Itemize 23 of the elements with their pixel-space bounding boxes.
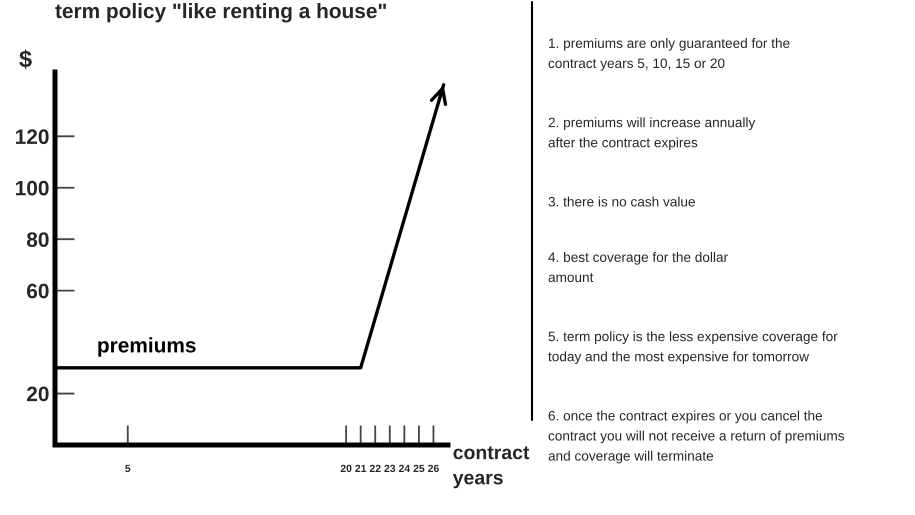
text: 3. there is no cash value: [548, 196, 695, 207]
text: 1. premiums are only guaranteed for the contract years 5, 10, 15 or 20: [548, 38, 790, 71]
text: 4. best coverage for the dollar amount: [548, 252, 728, 282]
x-tick-label: 24: [398, 464, 410, 472]
y-tick-label: 120: [16, 129, 49, 144]
x-tick-label: 5: [125, 464, 130, 472]
y-tick-label: 20: [26, 386, 49, 402]
x-tick-label: 20: [340, 464, 352, 472]
chart-title: term policy "like renting a house": [55, 3, 386, 23]
x-tick-label: 25: [413, 464, 424, 472]
y-tick-label: 80: [26, 232, 49, 247]
y-tick-label: 60: [27, 284, 49, 298]
y-axis-title: $: [19, 50, 32, 69]
x-tick-label: 22: [370, 464, 381, 472]
series-label: premiums: [98, 337, 196, 357]
y-tick-label: 100: [16, 180, 49, 196]
text: 2. premiums will increase annually after the contract expires: [548, 117, 756, 150]
x-axis-title: contract years: [452, 446, 530, 488]
x-tick-label: 23: [384, 464, 396, 472]
x-tick-label: 21: [355, 464, 366, 472]
x-tick-label: 26: [428, 464, 439, 472]
text: 5. term policy is the less expensive coverage for today and the most expensive for tomorrow: [548, 331, 838, 364]
text: 6. once the contract expires or you cancel the contract you will not receive a return of premiums and coverage will terminate: [548, 410, 844, 464]
